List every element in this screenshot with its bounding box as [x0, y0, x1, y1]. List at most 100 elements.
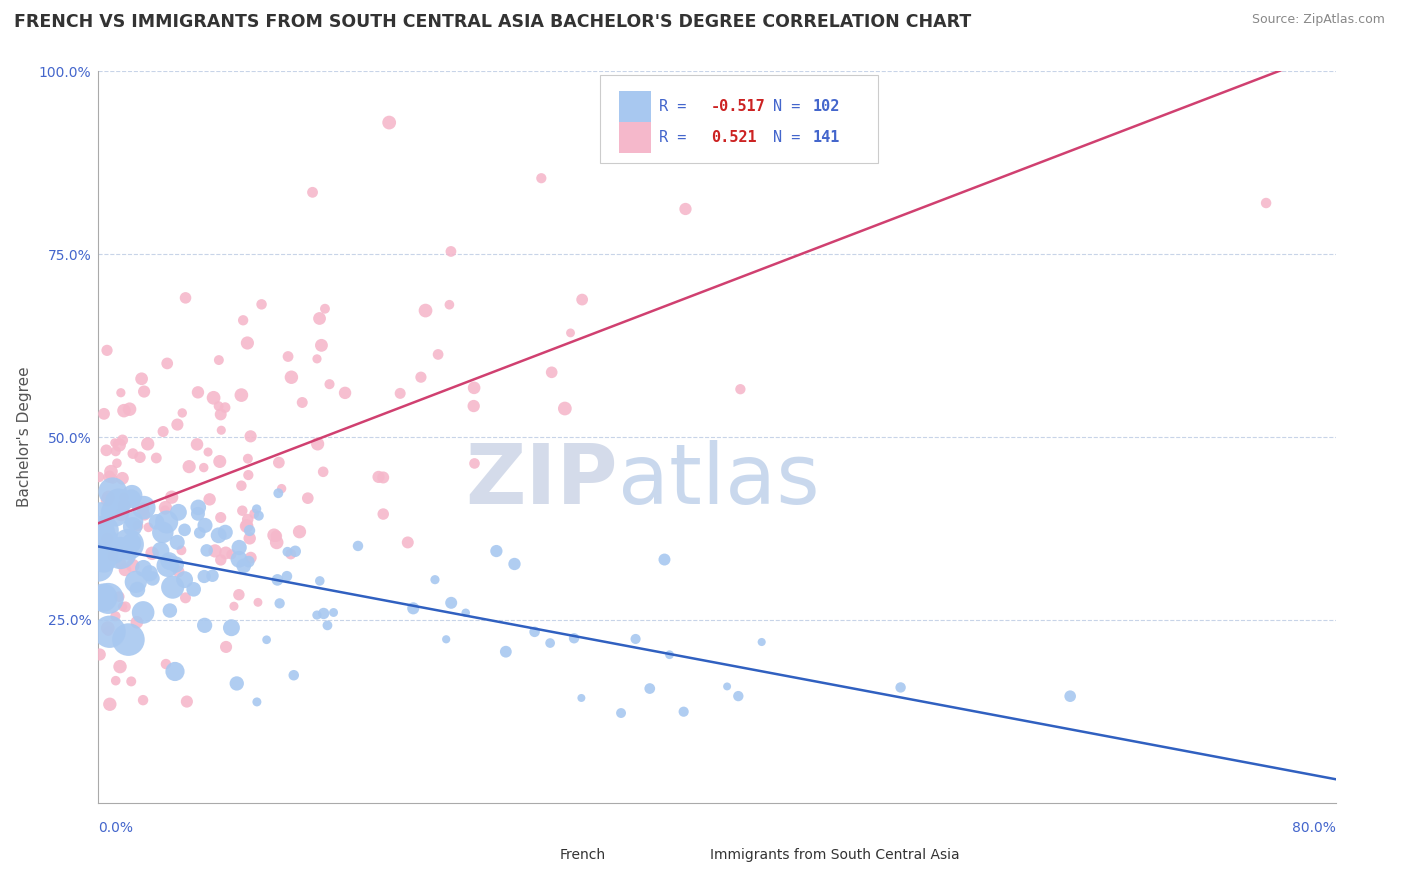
Text: N =: N = [773, 99, 800, 114]
Point [91, 591, 114, 605]
Point [239, 429, 262, 443]
Point [658, 648, 681, 662]
Point [149, 543, 172, 558]
Point [215, 640, 238, 654]
Text: 0.0%: 0.0% [98, 821, 134, 835]
Point [730, 382, 752, 396]
Point [463, 457, 485, 471]
Point [162, 580, 184, 594]
Point [195, 543, 218, 558]
Point [176, 694, 198, 708]
Point [104, 444, 127, 458]
Point [89, 648, 111, 662]
Point [266, 573, 288, 587]
Point [291, 395, 314, 409]
Point [308, 311, 330, 326]
Point [624, 632, 647, 646]
Point [101, 472, 124, 486]
Point [530, 171, 553, 186]
Point [283, 668, 305, 682]
Point [280, 370, 302, 384]
Point [307, 437, 329, 451]
FancyBboxPatch shape [619, 122, 651, 153]
Point [187, 385, 209, 400]
Point [523, 624, 546, 639]
Point [104, 505, 127, 519]
Point [198, 492, 221, 507]
Point [89, 542, 111, 557]
Point [297, 491, 319, 505]
Point [463, 399, 485, 413]
Point [250, 297, 273, 311]
Point [276, 545, 298, 559]
Point [238, 555, 260, 569]
Point [208, 353, 231, 368]
Point [890, 681, 912, 695]
Point [239, 524, 262, 538]
Point [96, 493, 118, 508]
Point [751, 635, 773, 649]
Point [215, 546, 238, 560]
Point [312, 607, 335, 621]
Point [121, 536, 143, 550]
Point [716, 680, 738, 694]
Point [167, 565, 190, 579]
Point [280, 547, 302, 561]
Point [141, 571, 163, 585]
Point [165, 558, 187, 572]
Point [423, 573, 446, 587]
Point [269, 596, 291, 610]
Point [108, 438, 131, 452]
Point [373, 470, 395, 484]
Point [228, 552, 250, 566]
Point [312, 465, 335, 479]
Point [270, 482, 292, 496]
Point [284, 544, 307, 558]
Point [440, 596, 463, 610]
Point [87, 526, 110, 541]
Point [104, 673, 127, 688]
Point [132, 500, 155, 515]
Text: Immigrants from South Central Asia: Immigrants from South Central Asia [710, 848, 959, 863]
Point [141, 546, 163, 560]
Point [243, 507, 266, 521]
Point [104, 609, 127, 624]
Point [110, 385, 132, 400]
Point [98, 468, 121, 483]
Point [98, 624, 121, 639]
Point [152, 525, 174, 540]
Point [112, 491, 135, 505]
Point [238, 468, 260, 483]
Point [110, 557, 132, 571]
Point [194, 618, 217, 632]
Point [554, 401, 576, 416]
Point [111, 471, 134, 485]
Point [571, 690, 593, 705]
Point [107, 495, 129, 509]
Point [117, 537, 139, 551]
Point [256, 632, 278, 647]
Point [173, 573, 195, 587]
Point [118, 402, 141, 417]
Point [654, 552, 676, 566]
Point [157, 554, 180, 568]
Point [232, 313, 254, 327]
Point [114, 599, 136, 614]
Point [308, 574, 330, 588]
Point [193, 569, 215, 583]
Point [156, 515, 179, 529]
Point [98, 698, 121, 712]
Point [155, 500, 177, 515]
Point [231, 388, 253, 402]
Point [378, 115, 401, 129]
Point [267, 486, 290, 500]
Point [207, 399, 229, 413]
Point [120, 491, 142, 506]
Point [221, 621, 243, 635]
Point [108, 659, 131, 673]
FancyBboxPatch shape [523, 842, 555, 869]
Point [277, 350, 299, 364]
Point [131, 372, 153, 386]
Point [93, 407, 115, 421]
Point [503, 557, 526, 571]
